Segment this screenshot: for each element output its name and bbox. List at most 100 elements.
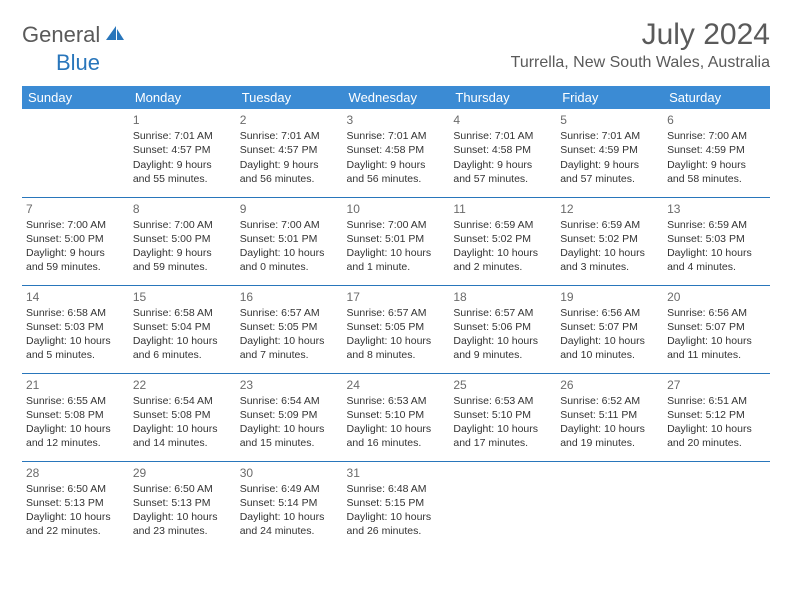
- calendar-cell: 26Sunrise: 6:52 AMSunset: 5:11 PMDayligh…: [556, 373, 663, 461]
- day-number: 3: [347, 112, 446, 128]
- day-number: 7: [26, 201, 125, 217]
- calendar-cell: 10Sunrise: 7:00 AMSunset: 5:01 PMDayligh…: [343, 197, 450, 285]
- day-number: 1: [133, 112, 232, 128]
- sunset-text: Sunset: 5:03 PM: [667, 232, 766, 246]
- calendar-cell: 3Sunrise: 7:01 AMSunset: 4:58 PMDaylight…: [343, 109, 450, 197]
- day-header: Monday: [129, 86, 236, 109]
- daylight-text: Daylight: 10 hours: [667, 246, 766, 260]
- calendar-cell: 20Sunrise: 6:56 AMSunset: 5:07 PMDayligh…: [663, 285, 770, 373]
- sunset-text: Sunset: 4:59 PM: [560, 143, 659, 157]
- calendar-cell: 16Sunrise: 6:57 AMSunset: 5:05 PMDayligh…: [236, 285, 343, 373]
- logo-text-blue: Blue: [56, 50, 100, 75]
- daylight-text: and 17 minutes.: [453, 436, 552, 450]
- sunset-text: Sunset: 5:01 PM: [347, 232, 446, 246]
- daylight-text: and 56 minutes.: [347, 172, 446, 186]
- day-header: Tuesday: [236, 86, 343, 109]
- calendar-cell: 1Sunrise: 7:01 AMSunset: 4:57 PMDaylight…: [129, 109, 236, 197]
- day-number: 22: [133, 377, 232, 393]
- daylight-text: and 8 minutes.: [347, 348, 446, 362]
- daylight-text: Daylight: 10 hours: [347, 510, 446, 524]
- calendar-cell: 24Sunrise: 6:53 AMSunset: 5:10 PMDayligh…: [343, 373, 450, 461]
- calendar-cell: 28Sunrise: 6:50 AMSunset: 5:13 PMDayligh…: [22, 461, 129, 549]
- calendar-cell: 30Sunrise: 6:49 AMSunset: 5:14 PMDayligh…: [236, 461, 343, 549]
- daylight-text: and 0 minutes.: [240, 260, 339, 274]
- calendar-cell: 29Sunrise: 6:50 AMSunset: 5:13 PMDayligh…: [129, 461, 236, 549]
- day-number: 10: [347, 201, 446, 217]
- daylight-text: Daylight: 10 hours: [240, 510, 339, 524]
- day-header: Friday: [556, 86, 663, 109]
- sunrise-text: Sunrise: 6:56 AM: [667, 306, 766, 320]
- sunset-text: Sunset: 5:14 PM: [240, 496, 339, 510]
- sunrise-text: Sunrise: 6:50 AM: [26, 482, 125, 496]
- calendar-week-row: 1Sunrise: 7:01 AMSunset: 4:57 PMDaylight…: [22, 109, 770, 197]
- daylight-text: and 58 minutes.: [667, 172, 766, 186]
- sunrise-text: Sunrise: 7:01 AM: [347, 129, 446, 143]
- sunset-text: Sunset: 5:09 PM: [240, 408, 339, 422]
- calendar-header-row: SundayMondayTuesdayWednesdayThursdayFrid…: [22, 86, 770, 109]
- daylight-text: Daylight: 9 hours: [453, 158, 552, 172]
- sunset-text: Sunset: 5:04 PM: [133, 320, 232, 334]
- sunrise-text: Sunrise: 7:00 AM: [667, 129, 766, 143]
- sunset-text: Sunset: 4:59 PM: [667, 143, 766, 157]
- sunrise-text: Sunrise: 6:59 AM: [560, 218, 659, 232]
- day-number: 31: [347, 465, 446, 481]
- day-header: Thursday: [449, 86, 556, 109]
- logo: General: [22, 18, 128, 48]
- day-number: 30: [240, 465, 339, 481]
- calendar-cell: 27Sunrise: 6:51 AMSunset: 5:12 PMDayligh…: [663, 373, 770, 461]
- daylight-text: Daylight: 10 hours: [667, 334, 766, 348]
- sunset-text: Sunset: 5:11 PM: [560, 408, 659, 422]
- calendar-cell: 2Sunrise: 7:01 AMSunset: 4:57 PMDaylight…: [236, 109, 343, 197]
- day-header: Saturday: [663, 86, 770, 109]
- daylight-text: and 55 minutes.: [133, 172, 232, 186]
- sunrise-text: Sunrise: 6:54 AM: [240, 394, 339, 408]
- daylight-text: Daylight: 10 hours: [133, 510, 232, 524]
- sunset-text: Sunset: 5:07 PM: [667, 320, 766, 334]
- daylight-text: and 9 minutes.: [453, 348, 552, 362]
- day-header: Wednesday: [343, 86, 450, 109]
- sunrise-text: Sunrise: 6:59 AM: [667, 218, 766, 232]
- calendar-cell: 22Sunrise: 6:54 AMSunset: 5:08 PMDayligh…: [129, 373, 236, 461]
- day-number: 20: [667, 289, 766, 305]
- day-number: 2: [240, 112, 339, 128]
- calendar-cell: [449, 461, 556, 549]
- title-block: July 2024 Turrella, New South Wales, Aus…: [511, 18, 770, 72]
- daylight-text: and 1 minute.: [347, 260, 446, 274]
- daylight-text: and 11 minutes.: [667, 348, 766, 362]
- daylight-text: Daylight: 10 hours: [240, 422, 339, 436]
- daylight-text: Daylight: 9 hours: [26, 246, 125, 260]
- sunset-text: Sunset: 5:03 PM: [26, 320, 125, 334]
- sunrise-text: Sunrise: 6:53 AM: [347, 394, 446, 408]
- sunrise-text: Sunrise: 6:58 AM: [133, 306, 232, 320]
- sunset-text: Sunset: 5:13 PM: [133, 496, 232, 510]
- day-number: 28: [26, 465, 125, 481]
- location-text: Turrella, New South Wales, Australia: [511, 54, 770, 72]
- daylight-text: and 7 minutes.: [240, 348, 339, 362]
- daylight-text: Daylight: 9 hours: [133, 158, 232, 172]
- sunrise-text: Sunrise: 6:57 AM: [347, 306, 446, 320]
- sunset-text: Sunset: 5:02 PM: [453, 232, 552, 246]
- calendar-cell: 19Sunrise: 6:56 AMSunset: 5:07 PMDayligh…: [556, 285, 663, 373]
- day-number: 25: [453, 377, 552, 393]
- calendar-week-row: 21Sunrise: 6:55 AMSunset: 5:08 PMDayligh…: [22, 373, 770, 461]
- sunrise-text: Sunrise: 7:00 AM: [133, 218, 232, 232]
- sunset-text: Sunset: 5:00 PM: [133, 232, 232, 246]
- calendar-cell: [22, 109, 129, 197]
- daylight-text: and 57 minutes.: [560, 172, 659, 186]
- day-number: 5: [560, 112, 659, 128]
- sunset-text: Sunset: 4:58 PM: [453, 143, 552, 157]
- sunset-text: Sunset: 5:00 PM: [26, 232, 125, 246]
- daylight-text: Daylight: 10 hours: [240, 246, 339, 260]
- daylight-text: and 2 minutes.: [453, 260, 552, 274]
- daylight-text: Daylight: 10 hours: [453, 422, 552, 436]
- sunrise-text: Sunrise: 7:00 AM: [26, 218, 125, 232]
- calendar-cell: 11Sunrise: 6:59 AMSunset: 5:02 PMDayligh…: [449, 197, 556, 285]
- day-number: 29: [133, 465, 232, 481]
- calendar-week-row: 28Sunrise: 6:50 AMSunset: 5:13 PMDayligh…: [22, 461, 770, 549]
- daylight-text: and 20 minutes.: [667, 436, 766, 450]
- day-number: 13: [667, 201, 766, 217]
- sunset-text: Sunset: 4:57 PM: [133, 143, 232, 157]
- sunrise-text: Sunrise: 7:01 AM: [453, 129, 552, 143]
- daylight-text: Daylight: 10 hours: [560, 422, 659, 436]
- day-number: 23: [240, 377, 339, 393]
